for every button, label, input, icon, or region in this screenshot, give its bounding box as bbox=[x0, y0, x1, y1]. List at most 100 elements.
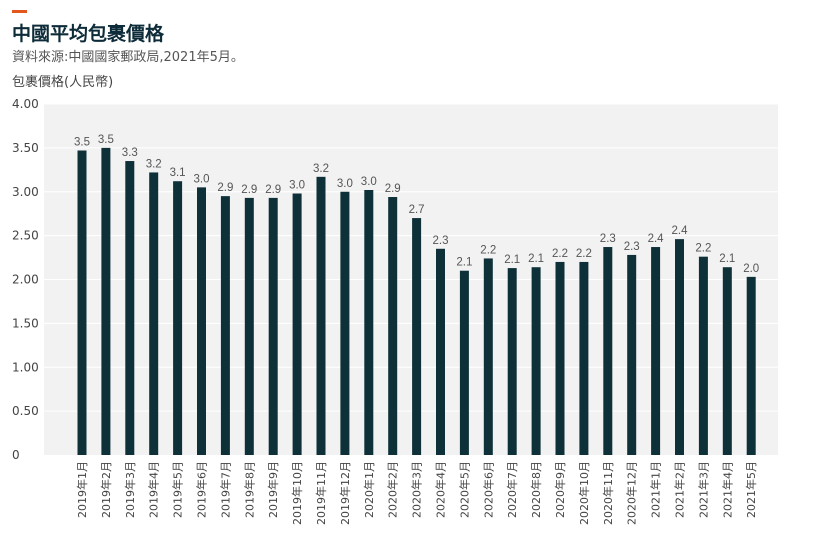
x-tick-label: 2020年11月 bbox=[601, 461, 615, 525]
data-label: 2.2 bbox=[552, 248, 568, 260]
data-label: 2.2 bbox=[695, 243, 711, 255]
chart-title: 中國平均包裹價格 bbox=[12, 23, 165, 45]
x-tick-label: 2020年8月 bbox=[529, 461, 543, 518]
data-label: 2.3 bbox=[433, 235, 449, 247]
y-tick-label: 3.50 bbox=[12, 141, 39, 155]
data-label: 3.3 bbox=[122, 147, 138, 159]
data-label: 3.0 bbox=[194, 173, 210, 185]
x-tick-label: 2019年6月 bbox=[195, 461, 209, 518]
data-label: 2.9 bbox=[265, 184, 281, 196]
bar bbox=[675, 239, 684, 455]
data-label: 2.2 bbox=[576, 248, 592, 260]
bar bbox=[173, 181, 183, 455]
x-tick-label: 2019年2月 bbox=[99, 461, 113, 518]
bar bbox=[244, 197, 254, 455]
accent-bar bbox=[12, 10, 27, 13]
x-tick-label: 2020年7月 bbox=[505, 461, 519, 518]
x-tick-label: 2019年5月 bbox=[171, 461, 185, 518]
bar bbox=[483, 258, 493, 455]
x-tick-label: 2021年3月 bbox=[696, 461, 710, 518]
x-tick-label: 2020年3月 bbox=[410, 461, 424, 518]
y-tick-label: 4.00 bbox=[12, 97, 39, 111]
y-tick-label: 2.00 bbox=[12, 273, 39, 287]
data-label: 2.4 bbox=[672, 225, 689, 237]
y-tick-label: 0.50 bbox=[12, 404, 39, 418]
data-label: 3.0 bbox=[337, 178, 353, 190]
data-label: 3.0 bbox=[361, 176, 377, 188]
bar bbox=[531, 267, 541, 455]
bar bbox=[722, 267, 732, 455]
data-label: 2.9 bbox=[241, 184, 257, 196]
data-label: 3.1 bbox=[170, 167, 186, 179]
y-tick-label: 0 bbox=[12, 448, 20, 462]
y-axis-label: 包裹價格(人民幣) bbox=[12, 75, 114, 90]
x-tick-label: 2021年1月 bbox=[649, 461, 663, 518]
bar bbox=[436, 248, 445, 455]
bar bbox=[220, 196, 230, 455]
x-tick-label: 2020年2月 bbox=[386, 461, 400, 518]
bar bbox=[149, 172, 159, 455]
data-label: 3.5 bbox=[74, 137, 90, 149]
x-tick-label: 2019年4月 bbox=[147, 461, 161, 518]
data-label: 2.0 bbox=[743, 263, 759, 275]
data-label: 2.7 bbox=[409, 204, 425, 216]
data-label: 3.2 bbox=[313, 163, 329, 175]
bar bbox=[316, 176, 326, 455]
x-tick-label: 2020年6月 bbox=[481, 461, 495, 518]
bar bbox=[746, 276, 756, 455]
data-label: 2.3 bbox=[624, 241, 640, 253]
bar bbox=[101, 147, 111, 455]
bar bbox=[579, 261, 589, 455]
bar bbox=[268, 197, 278, 455]
bar bbox=[651, 247, 661, 455]
data-label: 2.2 bbox=[480, 244, 496, 256]
data-label: 2.1 bbox=[528, 253, 544, 265]
bar bbox=[292, 193, 302, 455]
data-label: 2.4 bbox=[648, 233, 665, 245]
x-tick-label: 2020年4月 bbox=[434, 461, 448, 518]
bar bbox=[388, 197, 398, 455]
data-label: 2.3 bbox=[600, 233, 616, 245]
x-tick-label: 2019年11月 bbox=[314, 461, 328, 525]
bar bbox=[698, 256, 708, 455]
y-tick-label: 1.50 bbox=[12, 316, 39, 330]
bar bbox=[459, 270, 469, 455]
x-tick-label: 2020年12月 bbox=[625, 461, 639, 525]
data-label: 2.9 bbox=[217, 182, 233, 194]
data-label: 3.2 bbox=[146, 158, 162, 170]
y-tick-label: 1.00 bbox=[12, 360, 39, 374]
x-tick-label: 2020年10月 bbox=[577, 461, 591, 525]
data-label: 2.1 bbox=[456, 257, 472, 269]
x-tick-label: 2019年8月 bbox=[242, 461, 256, 518]
x-tick-label: 2020年5月 bbox=[457, 461, 471, 518]
bar bbox=[627, 254, 637, 455]
x-tick-label: 2019年7月 bbox=[218, 461, 232, 518]
x-tick-label: 2020年1月 bbox=[362, 461, 376, 518]
data-label: 2.9 bbox=[385, 183, 401, 195]
x-tick-label: 2019年9月 bbox=[266, 461, 280, 518]
source-note: 資料來源:中國國家郵政局,2021年5月。 bbox=[12, 50, 244, 65]
bar bbox=[364, 189, 374, 455]
x-tick-label: 2019年12月 bbox=[338, 461, 352, 525]
data-label: 2.1 bbox=[719, 253, 735, 265]
bar bbox=[340, 191, 350, 455]
bar bbox=[77, 150, 87, 455]
y-tick-label: 3.00 bbox=[12, 185, 39, 199]
bar bbox=[507, 268, 517, 455]
bar bbox=[125, 161, 135, 455]
data-label: 2.1 bbox=[504, 254, 520, 266]
bar bbox=[555, 261, 565, 455]
x-tick-label: 2021年2月 bbox=[673, 461, 687, 518]
x-tick-label: 2019年1月 bbox=[75, 461, 89, 518]
x-tick-label: 2019年10月 bbox=[290, 461, 304, 525]
bar bbox=[412, 218, 422, 455]
data-label: 3.5 bbox=[98, 134, 114, 146]
bar bbox=[197, 187, 206, 456]
x-tick-label: 2021年5月 bbox=[744, 461, 758, 518]
x-tick-label: 2019年3月 bbox=[123, 461, 137, 518]
data-label: 3.0 bbox=[289, 180, 305, 192]
x-tick-label: 2020年9月 bbox=[553, 461, 567, 518]
y-tick-label: 2.50 bbox=[12, 229, 39, 243]
bar bbox=[603, 247, 613, 455]
